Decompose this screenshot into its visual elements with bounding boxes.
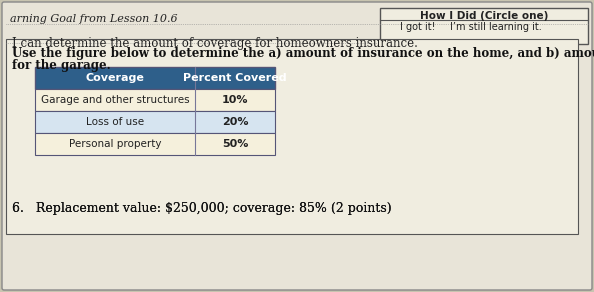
FancyBboxPatch shape bbox=[35, 111, 275, 133]
Text: for the garage.: for the garage. bbox=[12, 59, 110, 72]
Text: Use the figure below to determine the a) amount of insurance on the home, and b): Use the figure below to determine the a)… bbox=[12, 47, 594, 60]
Text: Personal property: Personal property bbox=[69, 139, 161, 149]
FancyBboxPatch shape bbox=[2, 2, 592, 290]
Text: 10%: 10% bbox=[222, 95, 248, 105]
Text: I can determine the amount of coverage for homeowners insurance.: I can determine the amount of coverage f… bbox=[12, 37, 418, 50]
Text: 6.   Replacement value: $250,000; coverage: 85% (2 points): 6. Replacement value: $250,000; coverage… bbox=[12, 202, 391, 215]
Text: Garage and other structures: Garage and other structures bbox=[40, 95, 189, 105]
Text: I’m still learning it.: I’m still learning it. bbox=[450, 22, 542, 32]
Text: Loss of use: Loss of use bbox=[86, 117, 144, 127]
Text: Percent Covered: Percent Covered bbox=[183, 73, 287, 83]
Text: Coverage: Coverage bbox=[86, 73, 144, 83]
FancyBboxPatch shape bbox=[35, 89, 275, 111]
Text: 50%: 50% bbox=[222, 139, 248, 149]
Text: 6.   Replacement value: $250,000; coverage: 85% (2 points): 6. Replacement value: $250,000; coverage… bbox=[12, 202, 391, 215]
Text: arning Goal from Lesson 10.6: arning Goal from Lesson 10.6 bbox=[10, 14, 178, 24]
FancyBboxPatch shape bbox=[35, 67, 275, 89]
FancyBboxPatch shape bbox=[380, 8, 588, 44]
Text: 20%: 20% bbox=[222, 117, 248, 127]
FancyBboxPatch shape bbox=[35, 133, 275, 155]
Text: How I Did (Circle one): How I Did (Circle one) bbox=[420, 11, 548, 21]
Text: I got it!: I got it! bbox=[400, 22, 435, 32]
FancyBboxPatch shape bbox=[6, 39, 578, 234]
